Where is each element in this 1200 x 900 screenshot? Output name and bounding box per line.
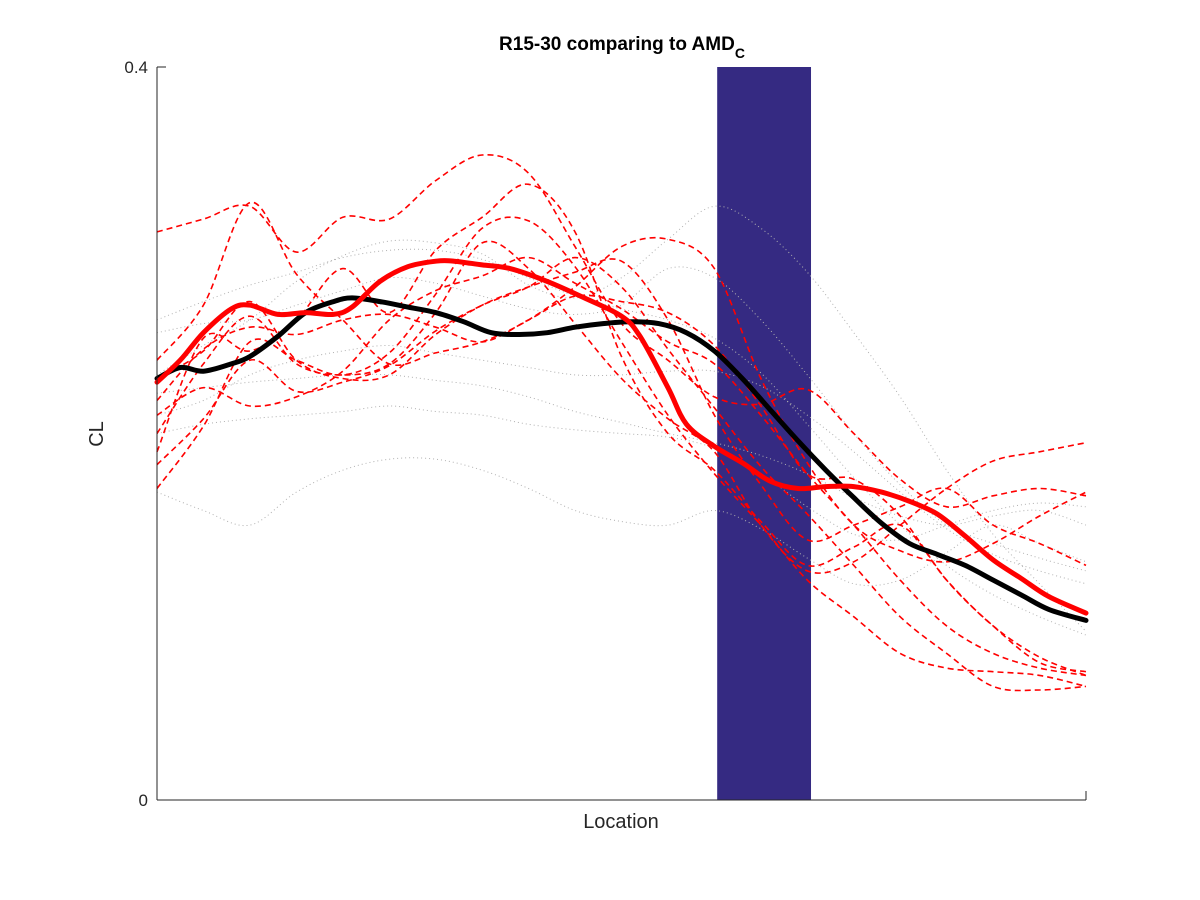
x-axis-label: Location: [583, 811, 659, 833]
y-tick-label-1: 0.4: [124, 58, 148, 77]
highlight-band: [717, 67, 812, 800]
dotted-grey-series-6: [156, 457, 1087, 587]
dotted-grey-series-5: [156, 405, 1087, 541]
mean-black-series-16: [154, 295, 1089, 623]
dashed-red-series-8: [156, 201, 1087, 563]
axes: [156, 66, 1087, 801]
dashed-red-series-12: [156, 216, 1087, 688]
highlight-band-layer: [717, 67, 812, 800]
y-axis-label: CL: [86, 421, 108, 447]
mean-red-series-17: [154, 258, 1089, 616]
dashed-red-series-7: [156, 153, 1087, 509]
chart-title-main: R15-30 comparing to AMD: [499, 34, 735, 55]
dotted-grey-series-4: [156, 373, 1087, 526]
dashed-red-series-15: [156, 294, 1087, 673]
dotted-grey-series-1: [156, 248, 1087, 636]
chart-title-subscript: C: [735, 45, 745, 61]
dashed-red-series-13: [156, 256, 1087, 677]
tick-labels: 00.4: [124, 58, 148, 810]
y-tick-label-0: 0: [139, 791, 148, 810]
dashed-red-series-11: [156, 256, 1087, 692]
series-layer: [154, 153, 1089, 692]
dashed-red-series-10: [156, 240, 1087, 574]
chart-title: R15-30 comparing to AMDC: [499, 34, 745, 61]
dotted-grey-series-3: [156, 344, 1087, 585]
